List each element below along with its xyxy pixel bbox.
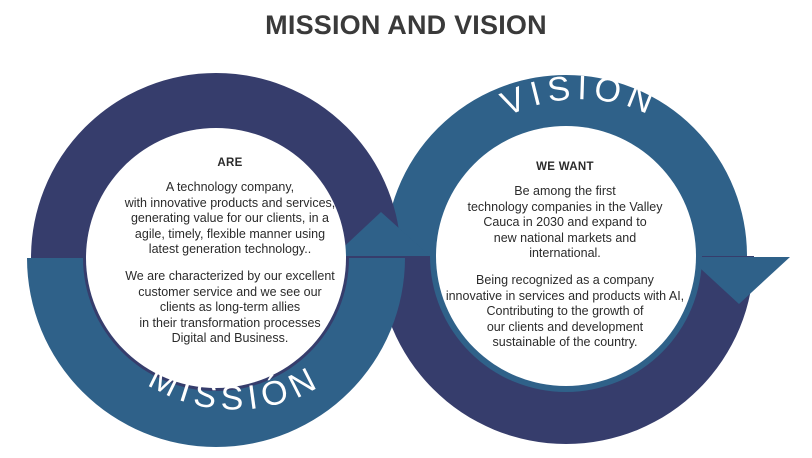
page-title: MISSION AND VISION — [265, 10, 547, 40]
mission-paragraph-1: A technology company, with innovative pr… — [124, 180, 336, 257]
vision-paragraph-2: Being recognized as a company innovative… — [445, 273, 685, 350]
mission-text-block: ARE A technology company, with innovativ… — [110, 156, 350, 346]
mission-arrowhead — [334, 212, 430, 256]
vision-ring-lower-dark — [378, 256, 754, 444]
vision-heading: WE WANT — [536, 161, 594, 173]
mission-ring-lower-band — [27, 258, 405, 447]
vision-paragraph-1: Be among the first technology companies … — [467, 184, 663, 261]
mission-heading: ARE — [217, 157, 243, 169]
mission-inner-disc — [86, 128, 346, 388]
vision-inner-disc — [436, 126, 696, 386]
vision-text-block: WE WANT Be among the first technology co… — [440, 160, 690, 350]
mission-paragraph-2: We are characterized by our excellent cu… — [125, 269, 335, 346]
vision-arrowhead — [688, 257, 790, 304]
